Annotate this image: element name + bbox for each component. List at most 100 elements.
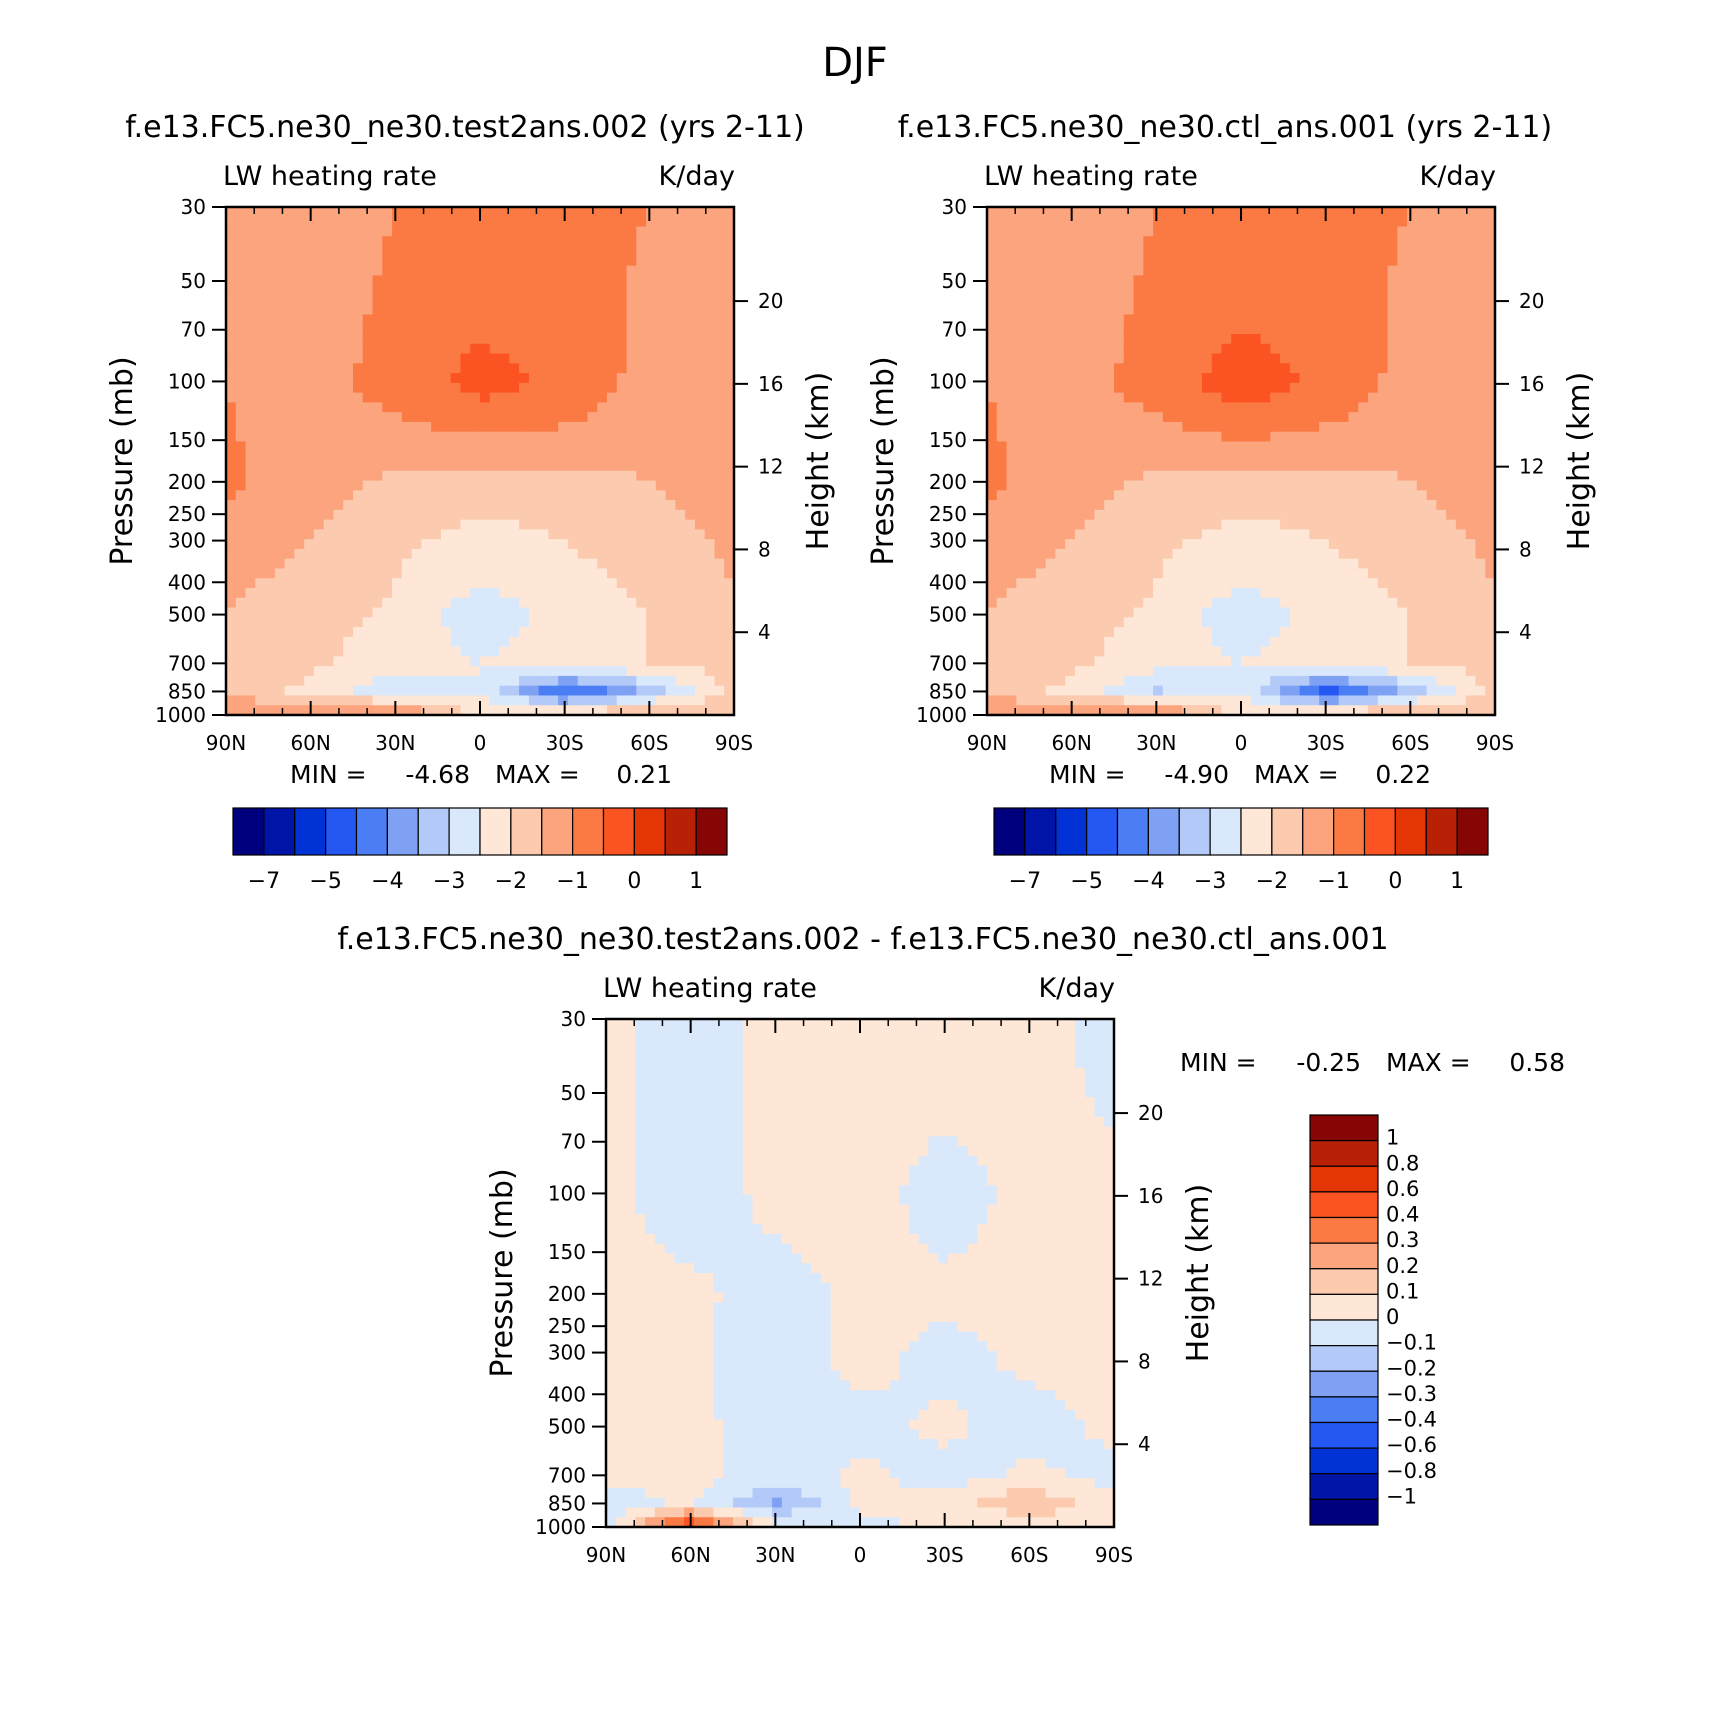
heatmap-cell xyxy=(1065,432,1075,442)
heatmap-cell xyxy=(714,256,724,266)
heatmap-cell xyxy=(490,383,500,393)
heatmap-cell xyxy=(1378,500,1388,510)
heatmap-cell xyxy=(1280,451,1290,461)
heatmap-cell xyxy=(509,354,519,364)
heatmap-cell xyxy=(314,334,324,344)
heatmap-cell xyxy=(285,481,295,491)
heatmap-cell xyxy=(539,549,549,559)
heatmap-cell xyxy=(1085,207,1095,217)
heatmap-cell xyxy=(1007,393,1017,403)
heatmap-cell xyxy=(539,451,549,461)
heatmap-cell xyxy=(324,588,334,598)
heatmap-cell xyxy=(1261,334,1271,344)
heatmap-cell xyxy=(1309,393,1319,403)
heatmap-cell xyxy=(1202,363,1212,373)
heatmap-cell xyxy=(1270,520,1280,530)
heatmap-cell xyxy=(392,695,402,705)
heatmap-cell xyxy=(1143,539,1153,549)
heatmap-cell xyxy=(1436,227,1446,237)
heatmap-cell xyxy=(656,461,666,471)
heatmap-cell xyxy=(1241,402,1251,412)
heatmap-cell xyxy=(1163,559,1173,569)
heatmap-cell xyxy=(1397,510,1407,520)
heatmap-cell xyxy=(1036,363,1046,373)
heatmap-cell xyxy=(1085,451,1095,461)
heatmap-cell xyxy=(451,539,461,549)
heatmap-cell xyxy=(1261,295,1271,305)
heatmap-cell xyxy=(1085,236,1095,246)
heatmap-cell xyxy=(1397,490,1407,500)
heatmap-cell xyxy=(578,549,588,559)
heatmap-cell xyxy=(1036,441,1046,451)
heatmap-cell xyxy=(675,432,685,442)
heatmap-cell xyxy=(470,422,480,432)
heatmap-cell xyxy=(500,451,510,461)
heatmap-cell xyxy=(529,354,539,364)
heatmap-cell xyxy=(324,568,334,578)
heatmap-cell xyxy=(714,676,724,686)
heatmap-cell xyxy=(636,568,646,578)
heatmap-cell xyxy=(1427,207,1437,217)
heatmap-cell xyxy=(236,412,246,422)
heatmap-cell xyxy=(285,627,295,637)
heatmap-cell xyxy=(548,227,558,237)
heatmap-cell xyxy=(1319,275,1329,285)
heatmap-cell xyxy=(1114,256,1124,266)
heatmap-cell xyxy=(1309,285,1319,295)
heatmap-cell xyxy=(490,412,500,422)
heatmap-cell xyxy=(1016,432,1026,442)
heatmap-cell xyxy=(529,373,539,383)
heatmap-cell xyxy=(685,451,695,461)
heatmap-cell xyxy=(382,695,392,705)
heatmap-cell xyxy=(695,647,705,657)
heatmap-cell xyxy=(1202,471,1212,481)
heatmap-cell xyxy=(1251,354,1261,364)
heatmap-cell xyxy=(236,441,246,451)
heatmap-cell xyxy=(1046,305,1056,315)
heatmap-cell xyxy=(705,305,715,315)
heatmap-cell xyxy=(421,275,431,285)
heatmap-cell xyxy=(265,695,275,705)
heatmap-cell xyxy=(568,539,578,549)
heatmap-cell xyxy=(490,441,500,451)
heatmap-cell xyxy=(1221,324,1231,334)
heatmap-cell xyxy=(1202,461,1212,471)
heatmap-cell xyxy=(1368,217,1378,227)
heatmap-cell xyxy=(421,471,431,481)
heatmap-cell xyxy=(470,637,480,647)
heatmap-cell xyxy=(333,334,343,344)
heatmap-cell xyxy=(558,666,568,676)
heatmap-cell xyxy=(412,275,422,285)
heatmap-cell xyxy=(353,598,363,608)
heatmap-cell xyxy=(646,285,656,295)
heatmap-cell xyxy=(470,461,480,471)
heatmap-cell xyxy=(666,334,676,344)
heatmap-cell xyxy=(509,344,519,354)
heatmap-cell xyxy=(987,334,997,344)
heatmap-cell xyxy=(500,275,510,285)
heatmap-cell xyxy=(1114,373,1124,383)
heatmap-cell xyxy=(1319,588,1329,598)
heatmap-cell xyxy=(1475,568,1485,578)
heatmap-cell xyxy=(685,656,695,666)
heatmap-cell xyxy=(1055,588,1065,598)
heatmap-cell xyxy=(578,422,588,432)
heatmap-cell xyxy=(1231,539,1241,549)
heatmap-cell xyxy=(558,695,568,705)
heatmap-cell xyxy=(470,549,480,559)
heatmap-cell xyxy=(714,266,724,276)
heatmap-cell xyxy=(714,598,724,608)
heatmap-cell xyxy=(1173,334,1183,344)
heatmap-cell xyxy=(441,559,451,569)
heatmap-cell xyxy=(324,207,334,217)
heatmap-cell xyxy=(1475,363,1485,373)
heatmap-cell xyxy=(1251,529,1261,539)
heatmap-cell xyxy=(324,471,334,481)
heatmap-cell xyxy=(578,686,588,696)
heatmap-cell xyxy=(1007,275,1017,285)
heatmap-cell xyxy=(255,246,265,256)
heatmap-cell xyxy=(539,344,549,354)
heatmap-cell xyxy=(1173,383,1183,393)
heatmap-cell xyxy=(597,481,607,491)
heatmap-cell xyxy=(597,617,607,627)
